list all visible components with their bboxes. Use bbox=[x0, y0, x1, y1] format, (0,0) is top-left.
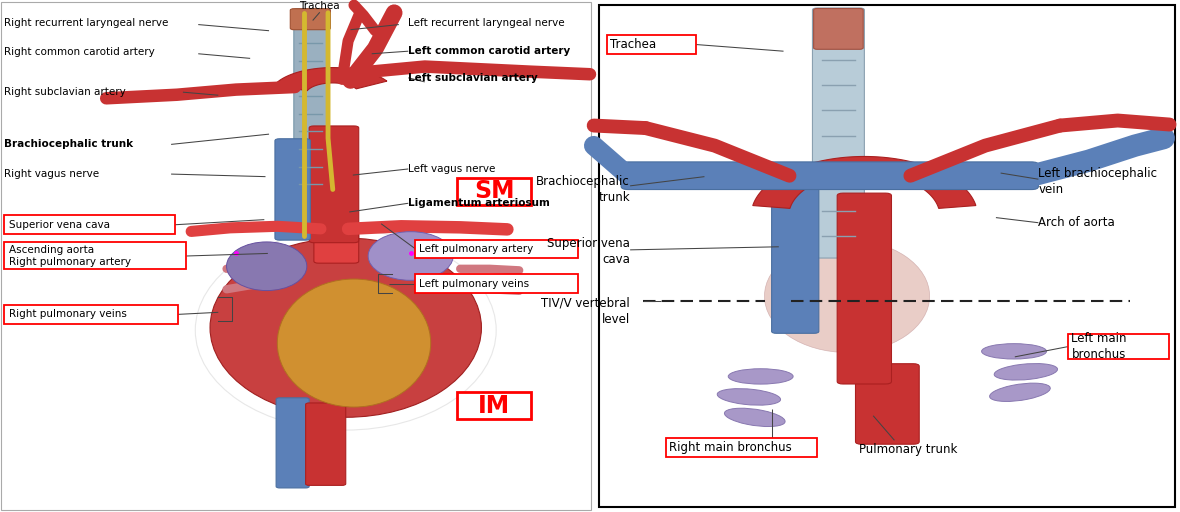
Ellipse shape bbox=[725, 408, 785, 426]
FancyBboxPatch shape bbox=[309, 126, 359, 243]
FancyBboxPatch shape bbox=[607, 35, 696, 54]
FancyBboxPatch shape bbox=[276, 398, 309, 488]
Text: Trachea: Trachea bbox=[300, 1, 340, 11]
Text: Left subclavian artery: Left subclavian artery bbox=[408, 73, 538, 83]
Text: Trachea: Trachea bbox=[610, 38, 656, 51]
FancyBboxPatch shape bbox=[457, 178, 531, 205]
Ellipse shape bbox=[995, 364, 1057, 380]
Text: Brachiocephalic
trunk: Brachiocephalic trunk bbox=[537, 175, 630, 204]
FancyBboxPatch shape bbox=[294, 9, 327, 196]
Text: IM: IM bbox=[478, 394, 511, 417]
Text: Superior vena cava: Superior vena cava bbox=[9, 220, 111, 230]
Ellipse shape bbox=[990, 383, 1050, 401]
Text: Pulmonary trunk: Pulmonary trunk bbox=[859, 442, 958, 456]
FancyBboxPatch shape bbox=[813, 8, 865, 258]
FancyBboxPatch shape bbox=[306, 403, 346, 485]
Ellipse shape bbox=[765, 240, 930, 352]
FancyBboxPatch shape bbox=[1068, 334, 1169, 359]
FancyBboxPatch shape bbox=[4, 215, 175, 234]
Ellipse shape bbox=[368, 231, 453, 281]
FancyBboxPatch shape bbox=[4, 305, 178, 324]
Text: SM: SM bbox=[474, 180, 514, 203]
Text: Left pulmonary artery: Left pulmonary artery bbox=[419, 244, 533, 254]
FancyBboxPatch shape bbox=[290, 9, 330, 30]
Text: Right recurrent laryngeal nerve: Right recurrent laryngeal nerve bbox=[4, 18, 168, 28]
Text: Right main bronchus: Right main bronchus bbox=[669, 441, 792, 454]
FancyBboxPatch shape bbox=[457, 392, 531, 419]
Text: Left common carotid artery: Left common carotid artery bbox=[408, 46, 571, 56]
Text: Right pulmonary veins: Right pulmonary veins bbox=[9, 309, 127, 319]
Text: TIV/V vertebral
level: TIV/V vertebral level bbox=[542, 297, 630, 326]
Text: Left brachiocephalic
vein: Left brachiocephalic vein bbox=[1038, 167, 1158, 196]
Text: Ligamentum arteriosum: Ligamentum arteriosum bbox=[408, 198, 550, 208]
FancyBboxPatch shape bbox=[772, 163, 819, 333]
Text: Brachiocephalic trunk: Brachiocephalic trunk bbox=[4, 139, 132, 150]
FancyBboxPatch shape bbox=[666, 438, 817, 457]
FancyBboxPatch shape bbox=[314, 228, 359, 263]
FancyBboxPatch shape bbox=[415, 240, 578, 258]
Ellipse shape bbox=[717, 389, 780, 405]
Text: Left main
bronchus: Left main bronchus bbox=[1071, 332, 1127, 361]
Ellipse shape bbox=[277, 279, 431, 407]
Ellipse shape bbox=[982, 344, 1047, 359]
Text: Superior vena
cava: Superior vena cava bbox=[548, 238, 630, 266]
Text: Left pulmonary veins: Left pulmonary veins bbox=[419, 279, 529, 289]
Ellipse shape bbox=[728, 369, 793, 384]
Text: Left recurrent laryngeal nerve: Left recurrent laryngeal nerve bbox=[408, 18, 565, 28]
FancyBboxPatch shape bbox=[415, 274, 578, 293]
Text: Right common carotid artery: Right common carotid artery bbox=[4, 47, 155, 57]
FancyBboxPatch shape bbox=[4, 242, 186, 269]
FancyBboxPatch shape bbox=[1, 2, 591, 510]
FancyBboxPatch shape bbox=[814, 9, 864, 49]
Text: Right subclavian artery: Right subclavian artery bbox=[4, 87, 125, 97]
FancyBboxPatch shape bbox=[856, 364, 919, 444]
Ellipse shape bbox=[210, 238, 481, 417]
Polygon shape bbox=[753, 157, 976, 208]
FancyBboxPatch shape bbox=[599, 5, 1175, 507]
Text: Arch of aorta: Arch of aorta bbox=[1038, 216, 1115, 229]
Text: Left vagus nerve: Left vagus nerve bbox=[408, 164, 496, 174]
Text: Ascending aorta
Right pulmonary artery: Ascending aorta Right pulmonary artery bbox=[9, 245, 131, 267]
FancyBboxPatch shape bbox=[275, 139, 310, 240]
Text: Right vagus nerve: Right vagus nerve bbox=[4, 169, 99, 179]
FancyBboxPatch shape bbox=[621, 162, 1038, 189]
FancyBboxPatch shape bbox=[837, 193, 891, 384]
Polygon shape bbox=[274, 68, 387, 91]
Ellipse shape bbox=[227, 242, 307, 291]
